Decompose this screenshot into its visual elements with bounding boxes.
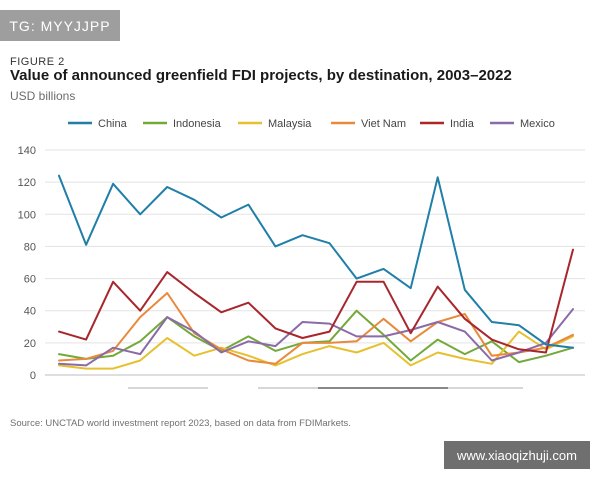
y-tick-label: 80 — [24, 241, 36, 253]
series-line-malaysia — [58, 330, 574, 370]
y-tick-label: 20 — [24, 338, 36, 350]
legend-label: Viet Nam — [361, 118, 406, 130]
scrollbar-track-left — [128, 387, 208, 389]
y-tick-label: 140 — [18, 145, 36, 157]
legend-label: China — [98, 118, 128, 130]
scrollbar-thumb[interactable] — [318, 387, 448, 389]
y-tick-label: 60 — [24, 274, 36, 286]
line-chart: 0 20 40 60 80 100 120 140 China Indonesia Malaysia… — [18, 118, 585, 382]
series-line-india — [58, 248, 574, 354]
legend-label: Malaysia — [268, 118, 312, 130]
legend-label: Indonesia — [173, 118, 222, 130]
legend-label: Mexico — [520, 118, 555, 130]
series-line-mexico — [58, 308, 574, 367]
chart-subtitle: USD billions — [10, 89, 76, 103]
y-tick-label: 120 — [18, 177, 36, 189]
y-tick-label: 40 — [24, 306, 36, 318]
y-tick-label: 0 — [30, 370, 36, 382]
scrollbar-track-mid — [258, 387, 318, 389]
chart-title: Value of announced greenfield FDI projec… — [10, 67, 512, 84]
y-tick-label: 100 — [18, 209, 36, 221]
channel-badge: TG: MYYJJPP — [0, 10, 120, 41]
horizontal-scrollbar[interactable] — [128, 383, 528, 393]
series-line-china — [58, 174, 574, 349]
site-watermark: www.xiaoqizhuji.com — [444, 441, 590, 469]
scrollbar-track-right — [448, 387, 523, 389]
source-note: Source: UNCTAD world investment report 2… — [10, 418, 351, 429]
series-line-viet-nam — [58, 292, 574, 365]
legend-label: India — [450, 118, 475, 130]
figure-label: FIGURE 2 — [10, 56, 65, 68]
